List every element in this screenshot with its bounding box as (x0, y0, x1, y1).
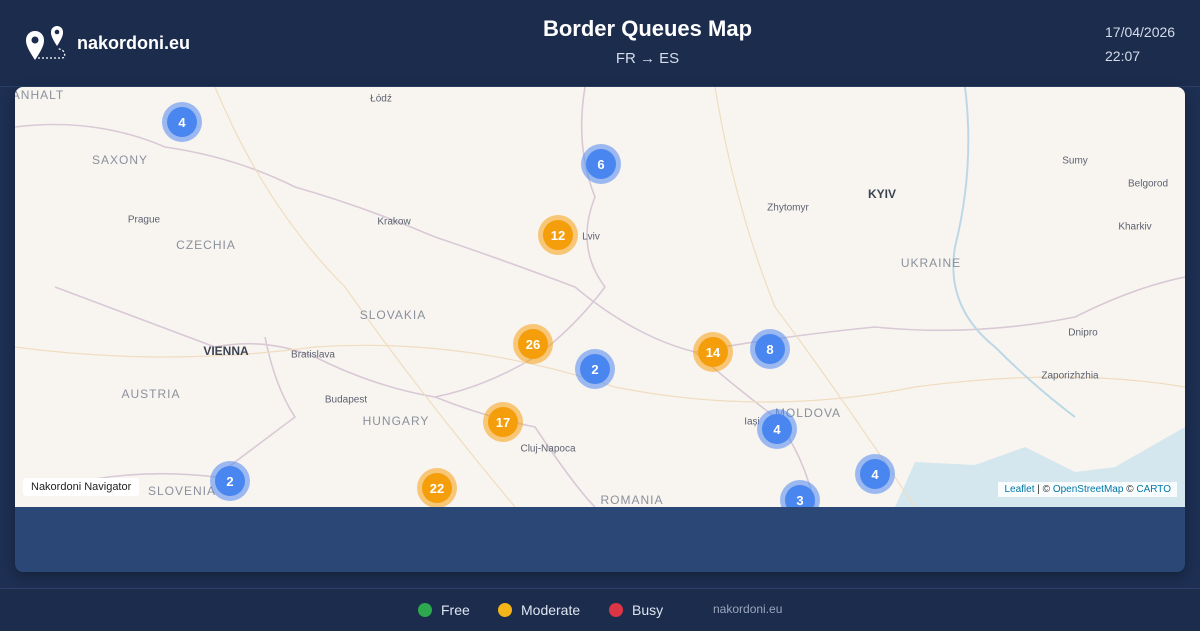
legend-item: Moderate (498, 602, 580, 618)
legend-label: Free (441, 602, 470, 618)
place-label: Belgorod (1127, 178, 1169, 190)
cluster-count: 14 (698, 337, 728, 367)
place-label: Bratislava (291, 349, 335, 361)
attribution-text: | © (1037, 484, 1051, 495)
place-label: Prague (127, 214, 161, 226)
cluster[interactable]: 2 (575, 349, 615, 389)
place-label: CZECHIA (176, 238, 236, 252)
cluster-count: 12 (543, 220, 573, 250)
attribution-link[interactable]: Leaflet (1004, 484, 1035, 495)
place-label: AUSTRIA (121, 387, 181, 401)
map[interactable]: ANHALT Łódź SAXONY Prague CZECHIA Krakow Lviv Z… (15, 87, 1185, 507)
place-label: UKRAINE (900, 256, 962, 270)
cluster-count: 3 (785, 485, 815, 507)
cluster[interactable]: 4 (162, 102, 202, 142)
place-label: Lviv (582, 231, 600, 243)
place-label: Kharkiv (1118, 221, 1152, 233)
place-label: SLOVENIA (147, 484, 217, 498)
cluster[interactable]: 2 (210, 461, 250, 501)
footer-site[interactable]: nakordoni.eu (713, 602, 783, 616)
place-label: VIENNA (203, 344, 249, 358)
attribution-link[interactable]: CARTO (1136, 484, 1171, 495)
attribution-link[interactable]: OpenStreetMap (1052, 484, 1124, 495)
place-label: Cluj-Napoca (520, 443, 576, 455)
attribution-text: © (1126, 484, 1134, 495)
place-label: HUNGARY (362, 414, 430, 428)
cluster-count: 22 (422, 473, 452, 503)
place-label: ROMANIA (600, 493, 664, 507)
place-label: KYIV (867, 187, 897, 201)
cluster[interactable]: 4 (757, 409, 797, 449)
cluster[interactable]: 6 (581, 144, 621, 184)
place-label: SLOVAKIA (359, 308, 427, 322)
cluster-count: 17 (488, 407, 518, 437)
legend-item: Free (418, 602, 470, 618)
brand[interactable]: nakordoni.eu (77, 33, 191, 53)
cluster[interactable]: 8 (750, 329, 790, 369)
legend-label: Busy (632, 602, 664, 618)
place-label: Krakow (377, 216, 411, 228)
legend-item: Busy (609, 602, 663, 618)
cluster[interactable]: 14 (693, 332, 733, 372)
footer: nakordoni.eu Free Moderate Busy (0, 588, 1200, 631)
cluster[interactable]: 4 (855, 454, 895, 494)
legend-dot (609, 603, 623, 617)
place-label: Łódź (370, 93, 392, 105)
cluster-count: 6 (586, 149, 616, 179)
cluster[interactable]: 22 (417, 468, 457, 507)
logo (26, 26, 66, 60)
route: FR → ES (615, 50, 680, 67)
legend-dot (498, 603, 512, 617)
place-label: Sumy (1062, 155, 1088, 167)
place-label: Iași (744, 416, 760, 428)
place-label: ANHALT (15, 88, 65, 102)
place-label: Budapest (324, 394, 368, 406)
cluster[interactable]: 17 (483, 402, 523, 442)
cluster-count: 2 (215, 466, 245, 496)
cluster[interactable]: 3 (780, 480, 820, 507)
place-label: Zaporizhzhia (1041, 370, 1099, 382)
place-label: SAXONY (91, 153, 149, 167)
cluster[interactable]: 12 (538, 215, 578, 255)
attribution: Leaflet | © OpenStreetMap © CARTO (998, 482, 1177, 497)
time: 22:07 (1105, 48, 1141, 64)
place-label: Zhytomyr (767, 202, 809, 214)
page-title: Border Queues Map (542, 16, 753, 41)
cluster-count: 26 (518, 329, 548, 359)
cluster-count: 2 (580, 354, 610, 384)
place-label: Dnipro (1068, 327, 1098, 339)
header: nakordoni.eu Border Queues Map FR → ES 1… (0, 0, 1200, 87)
cluster[interactable]: 26 (513, 324, 553, 364)
map-badge: Nakordoni Navigator (23, 478, 140, 496)
legend-label: Moderate (521, 602, 581, 618)
cluster-count: 8 (755, 334, 785, 364)
cluster-count: 4 (167, 107, 197, 137)
cluster-count: 4 (762, 414, 792, 444)
cluster-count: 4 (860, 459, 890, 489)
date: 17/04/2026 (1105, 24, 1176, 40)
legend-dot (418, 603, 432, 617)
